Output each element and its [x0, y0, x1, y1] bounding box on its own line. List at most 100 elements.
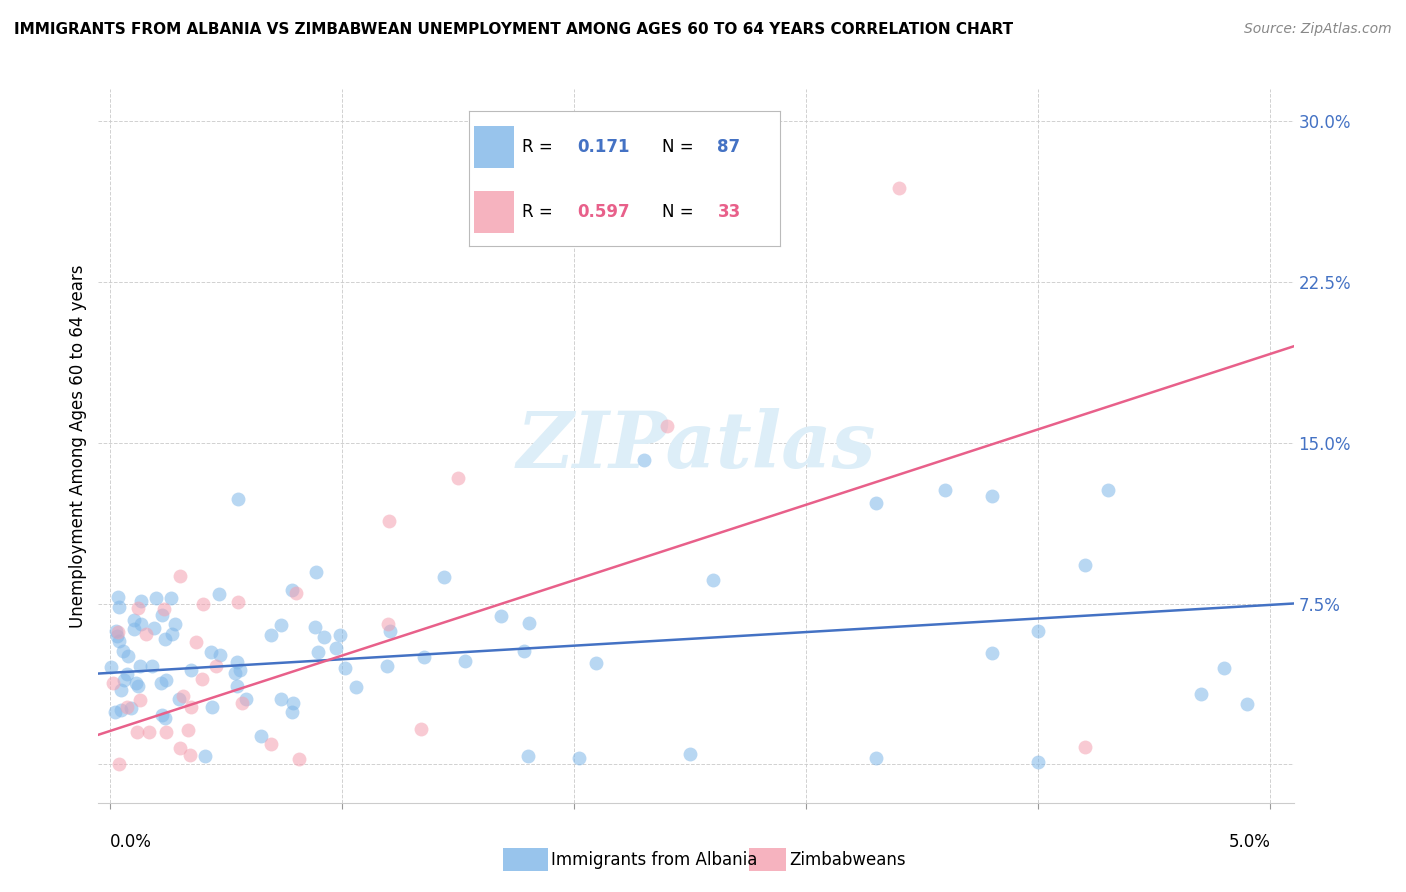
- Point: [1236, 697, 1258, 711]
- Point: [194, 749, 217, 764]
- Point: [865, 751, 887, 765]
- Point: [112, 673, 135, 688]
- Point: [209, 648, 232, 662]
- Point: [165, 616, 187, 631]
- Point: [633, 453, 655, 467]
- Point: [1026, 624, 1049, 639]
- Point: [104, 705, 127, 719]
- Point: [184, 635, 207, 649]
- Point: [433, 570, 456, 584]
- Point: [110, 703, 132, 717]
- Point: [1189, 686, 1212, 700]
- Point: [702, 573, 724, 587]
- Point: [235, 692, 257, 706]
- Point: [281, 582, 304, 597]
- Point: [231, 696, 253, 710]
- Point: [169, 568, 191, 582]
- Point: [172, 690, 194, 704]
- Point: [155, 725, 177, 739]
- Point: [122, 613, 145, 627]
- Text: 0.0%: 0.0%: [110, 833, 152, 851]
- Point: [127, 679, 149, 693]
- Point: [208, 587, 231, 601]
- Text: ZIPatlas: ZIPatlas: [516, 408, 876, 484]
- Y-axis label: Unemployment Among Ages 60 to 64 years: Unemployment Among Ages 60 to 64 years: [69, 264, 87, 628]
- Point: [153, 632, 176, 646]
- Point: [585, 656, 607, 670]
- Point: [489, 609, 512, 624]
- Point: [226, 655, 249, 669]
- Point: [110, 683, 132, 698]
- Point: [141, 658, 163, 673]
- Point: [980, 489, 1002, 503]
- Point: [281, 705, 304, 719]
- Point: [200, 645, 222, 659]
- Point: [155, 673, 177, 688]
- Point: [513, 644, 536, 658]
- Point: [177, 723, 200, 737]
- Point: [314, 630, 336, 644]
- Text: Zimbabweans: Zimbabweans: [789, 851, 905, 869]
- Point: [1073, 558, 1095, 572]
- Point: [270, 617, 292, 632]
- Point: [138, 725, 160, 739]
- Point: [125, 724, 148, 739]
- Point: [105, 624, 128, 639]
- Point: [160, 591, 183, 605]
- Point: [107, 624, 129, 639]
- Point: [329, 627, 352, 641]
- Point: [149, 675, 172, 690]
- Point: [679, 747, 702, 761]
- Point: [304, 620, 326, 634]
- Point: [145, 591, 167, 606]
- Point: [129, 617, 152, 632]
- Point: [375, 658, 398, 673]
- Point: [655, 418, 678, 433]
- Point: [568, 751, 591, 765]
- Point: [160, 627, 183, 641]
- Point: [288, 752, 311, 766]
- Point: [125, 676, 148, 690]
- Point: [934, 483, 956, 497]
- Point: [143, 621, 166, 635]
- Point: [1212, 661, 1234, 675]
- Point: [259, 627, 281, 641]
- Point: [100, 660, 122, 674]
- Point: [105, 629, 128, 643]
- Point: [169, 741, 191, 756]
- Point: [1073, 740, 1095, 755]
- Point: [129, 594, 152, 608]
- Text: IMMIGRANTS FROM ALBANIA VS ZIMBABWEAN UNEMPLOYMENT AMONG AGES 60 TO 64 YEARS COR: IMMIGRANTS FROM ALBANIA VS ZIMBABWEAN UN…: [14, 22, 1014, 37]
- Point: [224, 666, 246, 681]
- Point: [180, 700, 202, 714]
- Point: [229, 663, 252, 677]
- Point: [344, 681, 367, 695]
- Point: [180, 663, 202, 677]
- Point: [153, 711, 176, 725]
- Point: [127, 600, 149, 615]
- Point: [335, 660, 357, 674]
- Point: [108, 600, 131, 615]
- Point: [305, 565, 328, 579]
- Point: [409, 722, 432, 736]
- Point: [307, 645, 329, 659]
- Point: [1097, 483, 1119, 497]
- Point: [205, 658, 228, 673]
- Point: [111, 644, 134, 658]
- Point: [980, 646, 1002, 660]
- Point: [325, 640, 347, 655]
- Point: [179, 748, 201, 763]
- Point: [454, 655, 477, 669]
- Text: Source: ZipAtlas.com: Source: ZipAtlas.com: [1244, 22, 1392, 37]
- Point: [153, 602, 176, 616]
- Point: [115, 667, 138, 681]
- Point: [129, 659, 152, 673]
- Point: [412, 649, 434, 664]
- Point: [516, 748, 538, 763]
- Point: [260, 737, 283, 751]
- Point: [115, 699, 138, 714]
- Point: [378, 624, 401, 639]
- Text: 5.0%: 5.0%: [1229, 833, 1270, 851]
- Point: [129, 693, 152, 707]
- Point: [122, 622, 145, 636]
